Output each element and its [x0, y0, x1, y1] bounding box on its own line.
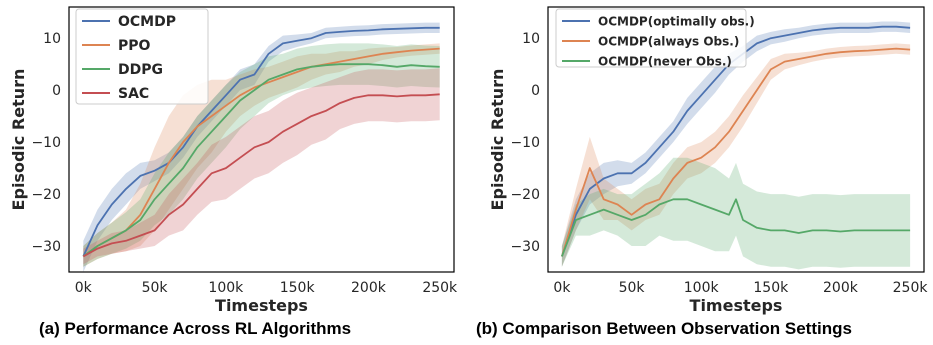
legend-label: OCMDP(always Obs.) [598, 34, 739, 48]
line-ocmdp-always-obs [561, 47, 911, 257]
line-sac [82, 93, 440, 258]
line-ocmdp-never-obs [561, 198, 911, 257]
x-tick-label: 0k [553, 280, 571, 296]
chart-a: 0k 50k 100k 150k 200k 250k −30 −20 −10 0 10 Timeste… [9, 6, 458, 315]
x-tick-label: 50k [142, 280, 169, 296]
line-ocmdp [82, 26, 440, 257]
band-ocmdp-never-obs [561, 157, 911, 270]
legend: OCMDP PPO DDPG SAC [75, 8, 209, 105]
x-tick-label: 150k [753, 280, 789, 296]
caption-a: (a) Performance Across RL Algorithms [39, 319, 352, 338]
x-tick-label: 200k [823, 280, 859, 296]
legend-label: PPO [118, 38, 151, 54]
x-tick-label: 0k [75, 280, 93, 296]
legend-label: OCMDP [118, 14, 176, 30]
y-tick-label: 0 [52, 83, 61, 99]
y-tick-label: −10 [510, 135, 540, 151]
band-ocmdp-always-obs [561, 43, 911, 267]
x-tick-label: 50k [619, 280, 646, 296]
y-tick-label: −30 [510, 239, 540, 255]
band-sac [83, 68, 440, 265]
y-tick-label: −20 [31, 187, 61, 203]
y-tick-label: −20 [510, 187, 540, 203]
band-ppo [83, 43, 440, 267]
y-tick-label: 10 [43, 31, 61, 47]
legend-label: OCMDP(never Obs.) [598, 54, 732, 68]
legend: OCMDP(optimally obs.) OCMDP(always Obs.) O… [555, 8, 755, 68]
legend-box [555, 8, 747, 68]
x-axis-label: Timesteps [690, 296, 783, 315]
legend-box [75, 8, 209, 105]
x-tick-label: 250k [422, 280, 458, 296]
y-tick-label: −30 [31, 239, 61, 255]
plot-frame [68, 6, 455, 273]
x-tick-label: 100k [684, 280, 720, 296]
caption-b: (b) Comparison Between Observation Setti… [476, 319, 852, 338]
band-ocmdp [83, 22, 440, 272]
plot-frame [547, 6, 925, 273]
legend-label: DDPG [118, 62, 163, 78]
y-tick-label: 10 [522, 31, 540, 47]
y-axis-label: Episodic Return [488, 69, 507, 211]
legend-label: SAC [118, 86, 149, 102]
y-axis-label: Episodic Return [9, 69, 28, 211]
x-tick-label: 250k [893, 280, 929, 296]
y-tick-label: 0 [531, 83, 540, 99]
x-tick-label: 200k [351, 280, 387, 296]
legend-label: OCMDP(optimally obs.) [598, 14, 755, 28]
chart-b: 0k 50k 100k 150k 200k 250k −30 −20 −10 0 10 Timeste… [488, 6, 929, 315]
plot-area [561, 21, 911, 270]
y-tick-label: −10 [31, 135, 61, 151]
x-axis-label: Timesteps [215, 296, 308, 315]
plot-area [82, 22, 440, 272]
x-tick-label: 100k [208, 280, 244, 296]
line-ddpg [82, 63, 440, 258]
x-tick-label: 150k [280, 280, 316, 296]
